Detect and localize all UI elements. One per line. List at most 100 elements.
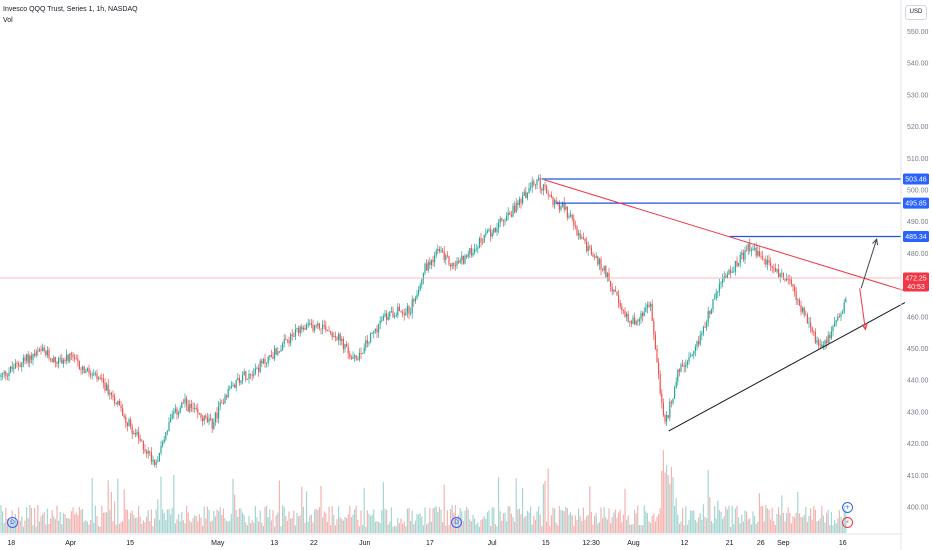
volume-bar <box>67 518 69 533</box>
candle-body <box>701 333 703 336</box>
candle-body <box>627 313 629 322</box>
candle-body <box>726 274 728 279</box>
volume-bar <box>712 523 714 533</box>
volume-bar <box>675 497 677 533</box>
candle-body <box>502 220 504 222</box>
volume-bar <box>806 521 808 533</box>
currency-button[interactable]: USD <box>905 5 927 20</box>
split-icon[interactable]: ⚡ <box>842 517 853 528</box>
support-trendline <box>668 302 906 432</box>
candle-body <box>98 377 100 380</box>
candle-body <box>83 366 85 373</box>
candle-body <box>154 459 156 465</box>
candle-body <box>613 290 615 292</box>
earnings-icon[interactable]: + <box>842 502 853 513</box>
candle-body <box>792 284 794 287</box>
candle-body <box>466 255 468 257</box>
volume-bar <box>706 518 708 533</box>
candle-body <box>251 374 253 376</box>
volume-bar <box>96 515 98 533</box>
candle-body <box>53 357 55 362</box>
candle-body <box>656 348 658 363</box>
candle-body <box>469 248 471 254</box>
volume-bar <box>650 523 652 533</box>
volume-bar <box>622 514 624 533</box>
candle-body <box>294 329 296 337</box>
dividend-icon[interactable]: D <box>7 517 18 528</box>
candle-body <box>288 340 290 344</box>
candle-body <box>786 278 788 281</box>
volume-bar <box>197 521 199 533</box>
volume-bar <box>248 516 250 533</box>
volume-bar <box>226 521 228 533</box>
candle-body <box>618 295 620 303</box>
candle-body <box>314 325 316 331</box>
candle-body <box>170 418 172 423</box>
volume-bar <box>115 524 117 533</box>
volume-bar <box>781 495 783 533</box>
volume-bar <box>390 507 392 533</box>
volume-bar <box>685 506 687 533</box>
volume-bar <box>725 506 727 533</box>
volume-bar <box>715 518 717 533</box>
volume-bar <box>147 510 149 533</box>
volume-bar <box>37 505 39 533</box>
volume-bar <box>808 515 810 533</box>
candle-body <box>675 381 677 388</box>
candle-body <box>538 177 540 180</box>
candle-body <box>118 400 120 406</box>
volume-bar <box>723 516 725 533</box>
volume-bar <box>85 519 87 533</box>
candle-body <box>11 366 13 369</box>
candle-body <box>542 184 544 191</box>
drawing-tools[interactable] <box>0 178 906 432</box>
y-tick-label: 480.00 <box>907 251 929 258</box>
volume-bar <box>472 514 474 533</box>
candle-body <box>515 202 517 213</box>
volume-bar <box>427 522 429 533</box>
candle-body <box>238 377 240 383</box>
volume-bar <box>29 505 31 533</box>
candle-body <box>546 186 548 194</box>
volume-bar <box>587 514 589 533</box>
candle-body <box>805 314 807 316</box>
volume-bar <box>717 500 719 533</box>
candle-body <box>616 291 618 296</box>
candle-body <box>182 402 184 404</box>
candle-body <box>27 354 29 363</box>
volume-bar <box>832 525 834 533</box>
level-price-label: 503.46 <box>905 177 927 184</box>
candle-body <box>560 206 562 210</box>
candle-body <box>304 327 306 330</box>
volume-bar <box>109 509 111 533</box>
candle-body <box>741 252 743 255</box>
volume-bar <box>682 508 684 533</box>
volume-bar <box>805 507 807 533</box>
candle-body <box>565 206 567 210</box>
volume-bar <box>698 517 700 533</box>
candle-body <box>382 316 384 320</box>
candle-body <box>366 340 368 344</box>
volume-bar <box>398 523 400 533</box>
volume-bar <box>827 509 829 533</box>
candle-body <box>462 255 464 264</box>
volume-bar <box>418 514 420 533</box>
candle-body <box>0 374 2 378</box>
volume-bar <box>464 510 466 533</box>
candle-body <box>698 341 700 345</box>
volume-bar <box>438 507 440 533</box>
volume-bar <box>254 506 256 533</box>
candle-body <box>843 302 845 313</box>
candle-body <box>669 401 671 418</box>
time-axis[interactable]: 18 Apr 15 May 13 22 Jun 17 Jul 15 12:30 Aug 12 21 26 Se… <box>0 533 901 547</box>
volume-bar <box>531 524 533 533</box>
volume-bar <box>834 520 836 533</box>
candle-body <box>232 384 234 387</box>
candle-body <box>634 317 636 325</box>
x-tick-label: 26 <box>757 540 765 547</box>
volume-bar <box>238 508 240 533</box>
candle-body <box>117 400 119 404</box>
candle-body <box>728 270 730 275</box>
dividend-icon[interactable]: D <box>451 517 462 528</box>
